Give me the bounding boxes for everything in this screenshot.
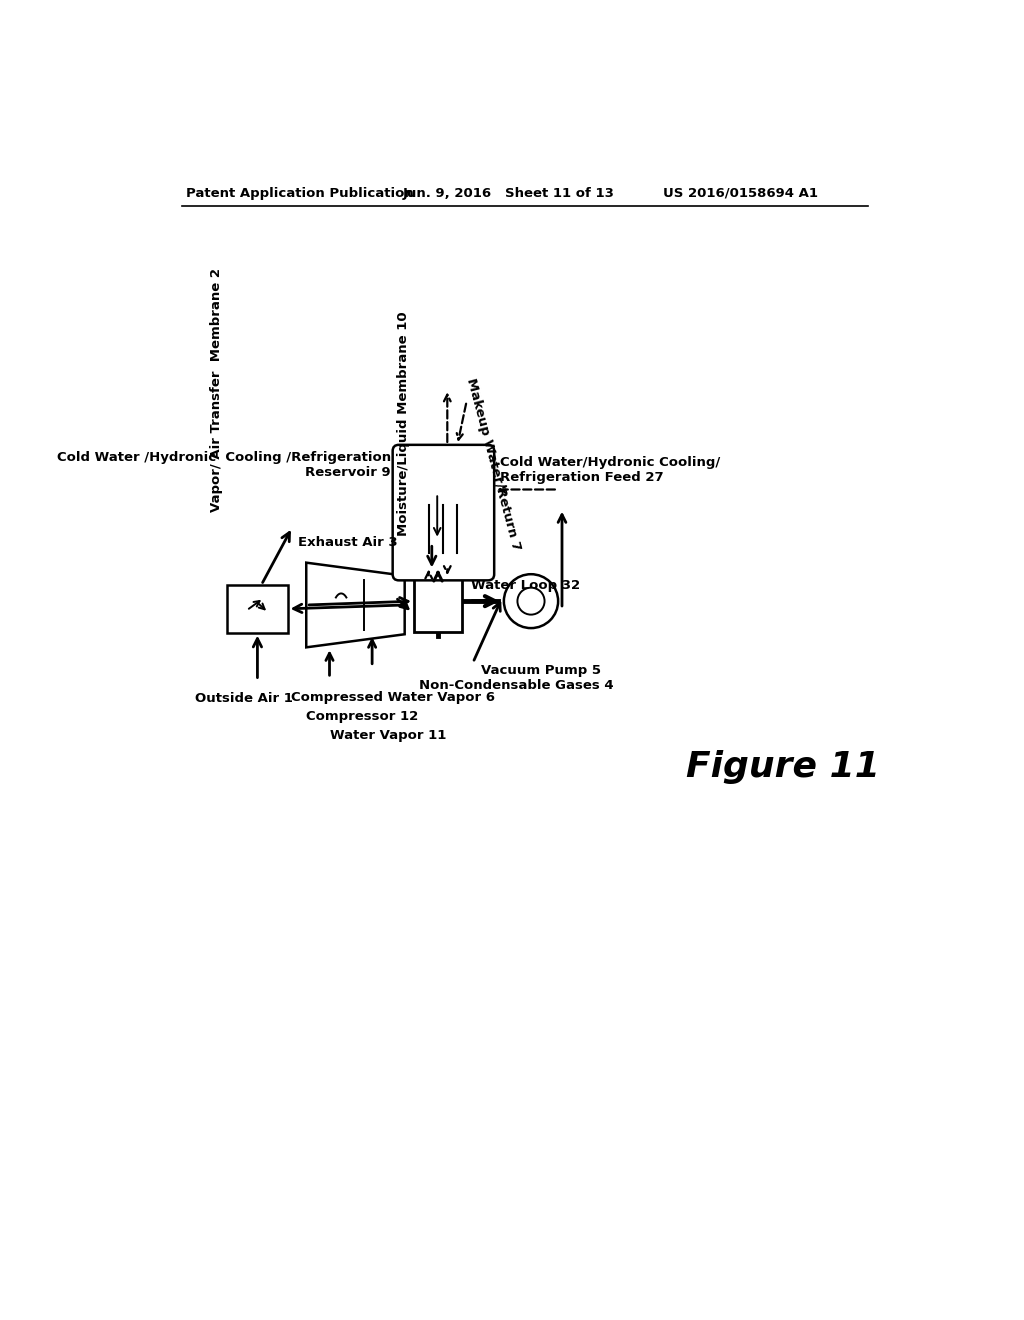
Text: Makeup Water/Return 7: Makeup Water/Return 7 [464, 376, 523, 552]
Text: Compressed Water Vapor 6: Compressed Water Vapor 6 [291, 690, 495, 704]
Circle shape [504, 574, 558, 628]
Text: Exhaust Air 3: Exhaust Air 3 [298, 536, 397, 549]
Text: Jun. 9, 2016   Sheet 11 of 13: Jun. 9, 2016 Sheet 11 of 13 [403, 186, 615, 199]
Bar [414, 570, 462, 632]
Text: Figure 11: Figure 11 [686, 750, 880, 784]
Text: Patent Application Publication: Patent Application Publication [186, 186, 414, 199]
FancyBboxPatch shape [392, 445, 495, 581]
Text: Cold Water /Hydronic  Cooling /Refrigeration
Reservoir 9: Cold Water /Hydronic Cooling /Refrigerat… [57, 451, 391, 479]
Text: Cold Water/Hydronic Cooling/
Refrigeration Feed 27: Cold Water/Hydronic Cooling/ Refrigerati… [500, 457, 720, 484]
Polygon shape [306, 562, 404, 647]
Bar [227, 585, 288, 632]
Text: Moisture/Liquid Membrane 10: Moisture/Liquid Membrane 10 [397, 312, 410, 536]
Text: Water Loop 32: Water Loop 32 [471, 579, 581, 593]
Text: US 2016/0158694 A1: US 2016/0158694 A1 [663, 186, 818, 199]
Text: Outside Air 1: Outside Air 1 [196, 692, 293, 705]
Text: Non-Condensable Gases 4: Non-Condensable Gases 4 [419, 680, 613, 693]
Text: Compressor 12: Compressor 12 [306, 710, 419, 723]
Text: Vapor/ Air Transfer  Membrane 2: Vapor/ Air Transfer Membrane 2 [210, 268, 223, 512]
Circle shape [517, 587, 545, 615]
Text: Vacuum Pump 5: Vacuum Pump 5 [480, 664, 601, 677]
Text: Water Vapor 11: Water Vapor 11 [330, 730, 445, 742]
